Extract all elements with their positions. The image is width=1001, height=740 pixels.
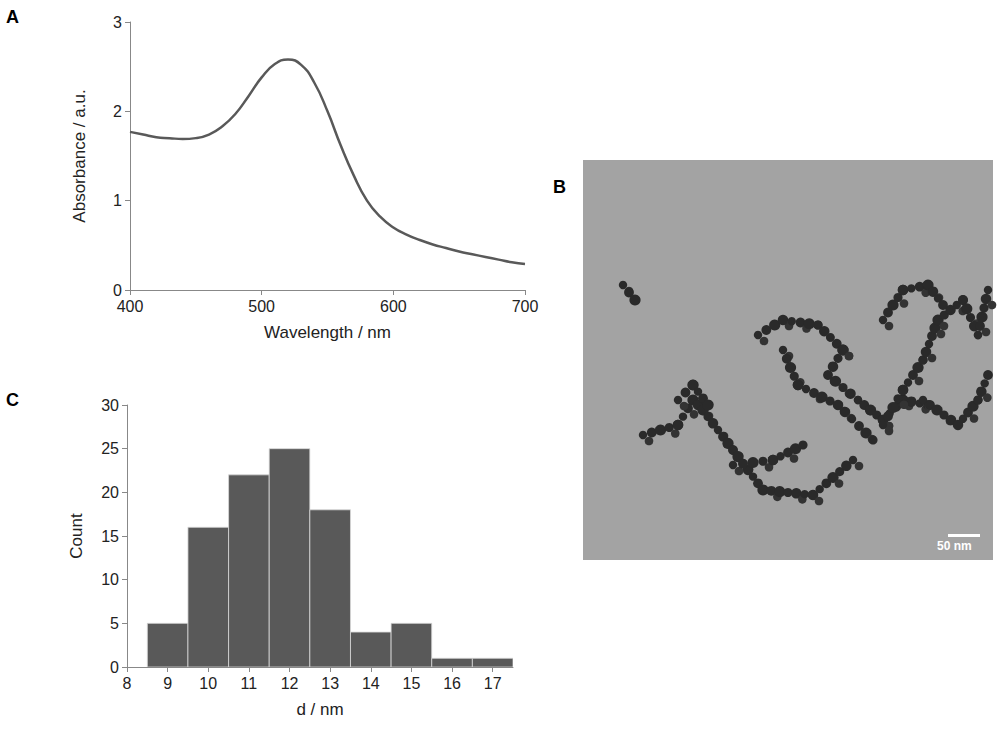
svg-text:14: 14 bbox=[362, 675, 380, 692]
svg-text:15: 15 bbox=[101, 528, 119, 545]
svg-text:B: B bbox=[553, 177, 566, 197]
svg-text:10: 10 bbox=[101, 571, 119, 588]
svg-text:3: 3 bbox=[113, 14, 122, 31]
svg-text:5: 5 bbox=[110, 615, 119, 632]
svg-text:Absorbance / a.u.: Absorbance / a.u. bbox=[70, 89, 89, 222]
svg-text:C: C bbox=[6, 390, 19, 410]
svg-text:0: 0 bbox=[113, 282, 122, 299]
svg-text:9: 9 bbox=[163, 675, 172, 692]
svg-text:15: 15 bbox=[403, 675, 421, 692]
svg-text:12: 12 bbox=[281, 675, 299, 692]
svg-text:Wavelength / nm: Wavelength / nm bbox=[264, 323, 391, 342]
svg-text:8: 8 bbox=[123, 675, 132, 692]
svg-text:700: 700 bbox=[512, 298, 539, 315]
svg-text:20: 20 bbox=[101, 484, 119, 501]
svg-text:0: 0 bbox=[110, 659, 119, 676]
svg-text:A: A bbox=[6, 7, 19, 27]
svg-text:2: 2 bbox=[113, 103, 122, 120]
svg-text:50 nm: 50 nm bbox=[937, 539, 972, 553]
svg-text:500: 500 bbox=[248, 298, 275, 315]
svg-text:11: 11 bbox=[241, 675, 258, 692]
svg-text:1: 1 bbox=[113, 192, 122, 209]
svg-text:30: 30 bbox=[101, 397, 119, 414]
svg-text:400: 400 bbox=[117, 298, 144, 315]
svg-text:13: 13 bbox=[321, 675, 339, 692]
svg-text:600: 600 bbox=[380, 298, 407, 315]
svg-text:25: 25 bbox=[101, 440, 119, 457]
svg-text:17: 17 bbox=[484, 675, 502, 692]
svg-text:Count: Count bbox=[67, 513, 86, 559]
svg-text:16: 16 bbox=[443, 675, 461, 692]
svg-text:10: 10 bbox=[199, 675, 217, 692]
svg-text:d / nm: d / nm bbox=[296, 700, 343, 719]
